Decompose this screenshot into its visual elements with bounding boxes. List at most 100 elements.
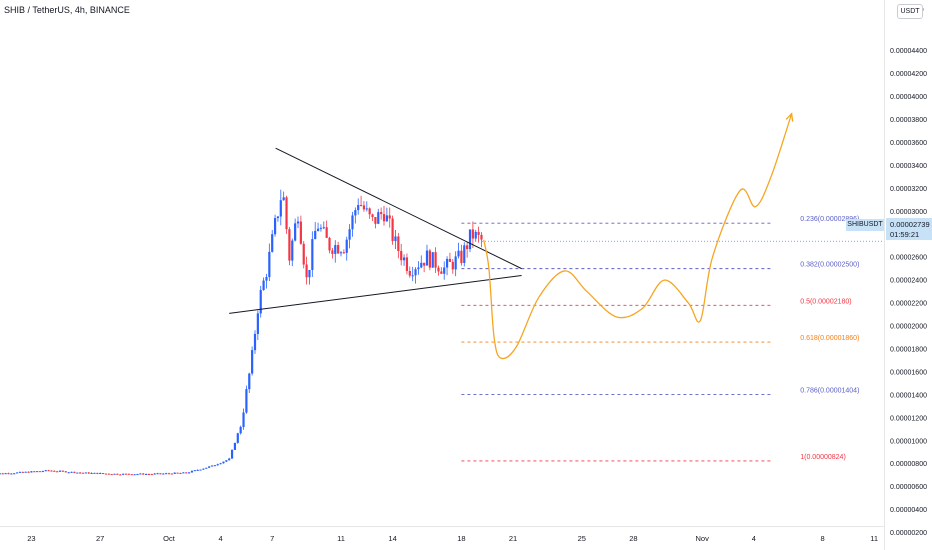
candle-body — [380, 212, 383, 215]
candle-body — [119, 474, 122, 476]
candle-body — [448, 258, 452, 262]
candle-body — [308, 269, 311, 278]
candle-body — [463, 245, 466, 263]
y-tick-label: 0.00004000 — [890, 94, 927, 101]
y-tick-label: 0.00004400 — [890, 48, 927, 55]
y-tick-label: 0.00000600 — [890, 484, 927, 491]
candle-body — [87, 472, 90, 474]
candle-body — [196, 469, 199, 471]
candle-body — [133, 474, 136, 476]
x-tick-label: 4 — [219, 534, 223, 543]
x-tick-label: 21 — [509, 534, 517, 543]
candle-body — [417, 267, 420, 270]
candle-body — [357, 204, 360, 211]
candle-body — [408, 270, 411, 276]
candle-body — [199, 469, 202, 471]
candle-body — [53, 470, 56, 472]
y-tick-label: 0.00000400 — [890, 507, 927, 514]
candle-body — [0, 473, 1, 475]
fib-level-label: 0.618(0.00001860) — [800, 335, 859, 342]
candle-body — [165, 473, 168, 475]
symbol-price-label: SHIBUSDT — [846, 219, 884, 231]
candle-body — [190, 470, 194, 473]
y-tick-label: 0.00003000 — [890, 209, 927, 216]
candle-body — [374, 217, 377, 224]
candle-body — [302, 243, 305, 265]
candle-body — [316, 228, 320, 231]
candle-body — [325, 227, 328, 238]
candle-body — [362, 205, 366, 210]
candle-body — [187, 472, 191, 474]
x-tick-label: 11 — [870, 534, 878, 543]
candle-body — [428, 250, 431, 268]
candle-body — [27, 471, 30, 473]
candle-body — [454, 256, 457, 270]
y-tick-label: 0.00001800 — [890, 346, 927, 353]
y-tick-label: 0.00004200 — [890, 71, 927, 78]
candle-body — [377, 212, 380, 224]
candle-body — [76, 472, 79, 474]
candle-body — [1, 473, 4, 475]
y-tick-label: 0.00000200 — [890, 530, 927, 537]
candle-body — [405, 257, 409, 271]
candle-body — [38, 471, 42, 473]
candle-body — [18, 471, 22, 473]
fib-level-label: 0.236(0.00002896) — [800, 216, 859, 223]
candle-body — [279, 200, 282, 217]
candle-body — [36, 471, 39, 473]
candle-body — [70, 471, 73, 473]
candle-body — [394, 236, 397, 242]
y-tick-label: 0.00001200 — [890, 415, 927, 422]
candle-body — [334, 245, 337, 254]
fib-level-label: 1(0.00000824) — [800, 454, 846, 461]
candle-body — [58, 470, 62, 472]
candle-body — [276, 216, 280, 219]
candle-body — [296, 221, 300, 224]
candle-body — [44, 470, 47, 472]
candle-body — [322, 227, 325, 229]
candle-body — [391, 218, 394, 242]
candle-body — [15, 472, 19, 474]
trendline — [275, 147, 522, 270]
candle-body — [96, 472, 99, 474]
candle-body — [33, 471, 36, 473]
candle-body — [425, 250, 429, 266]
candle-body — [471, 229, 474, 239]
fib-level-label: 0.382(0.00002500) — [800, 262, 859, 269]
candle-body — [47, 470, 50, 472]
candle-body — [431, 252, 434, 268]
currency-unit-button[interactable]: USDT — [897, 4, 923, 19]
candle-body — [477, 231, 480, 235]
candle-body — [400, 251, 403, 261]
candle-body — [110, 474, 113, 476]
candle-body — [414, 269, 417, 276]
candle-body — [139, 473, 142, 475]
projection-path — [483, 113, 793, 360]
candle-body — [480, 234, 483, 240]
x-tick-label: 28 — [629, 534, 637, 543]
x-tick-label: 8 — [821, 534, 825, 543]
candle-body — [162, 473, 165, 475]
y-tick-label: 0.00003800 — [890, 117, 927, 124]
candle-body — [10, 473, 13, 475]
candle-body — [228, 458, 231, 461]
price-scale-border — [884, 0, 885, 550]
x-tick-label: 7 — [270, 534, 274, 543]
candle-body — [265, 277, 268, 281]
candle-body — [213, 465, 216, 467]
candle-body — [210, 465, 214, 467]
candle-body — [170, 473, 173, 475]
candle-body — [285, 197, 288, 230]
candle-body — [288, 229, 291, 261]
candle-body — [420, 262, 423, 268]
x-tick-label: 27 — [96, 534, 104, 543]
candle-body — [460, 250, 463, 263]
candle-body — [24, 471, 27, 473]
candle-body — [311, 239, 314, 270]
candle-body — [451, 261, 454, 270]
candle-body — [437, 267, 440, 272]
x-tick-label: Nov — [696, 534, 710, 543]
candle-body — [251, 350, 254, 374]
candle-body — [345, 239, 348, 253]
